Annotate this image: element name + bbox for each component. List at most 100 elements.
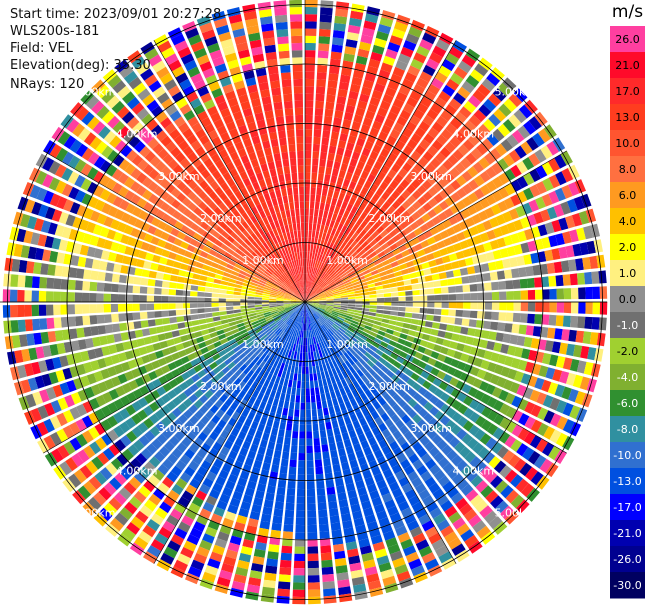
gate-cell	[294, 291, 300, 298]
gate-cell	[309, 291, 316, 297]
gate-cell	[172, 210, 182, 220]
gate-cell	[461, 383, 472, 394]
gate-cell	[357, 177, 366, 186]
gate-cell	[327, 189, 334, 198]
gate-cell	[483, 350, 493, 361]
gate-cell	[154, 173, 165, 185]
gate-cell	[278, 203, 285, 212]
gate-cell	[308, 315, 311, 324]
gate-cell	[499, 465, 512, 479]
gate-cell	[483, 451, 496, 464]
gate-cell	[309, 366, 313, 374]
gate-cell	[324, 257, 330, 265]
gate-cell	[379, 326, 388, 333]
gate-cell	[330, 313, 338, 318]
gate-cell	[61, 266, 71, 278]
gate-cell	[542, 394, 554, 408]
gate-cell	[305, 287, 308, 295]
gate-cell	[472, 337, 481, 347]
gate-cell	[253, 273, 262, 280]
gate-cell	[223, 439, 234, 450]
gate-cell	[157, 220, 168, 231]
gate-cell	[377, 23, 392, 35]
gate-cell	[40, 220, 51, 234]
gate-cell	[298, 302, 305, 304]
gate-cell	[111, 283, 119, 293]
gate-cell	[470, 69, 484, 82]
gate-cell	[224, 511, 237, 521]
gate-cell	[518, 104, 533, 119]
gate-cell	[176, 231, 186, 240]
gate-cell	[212, 366, 222, 375]
gate-cell	[254, 304, 263, 308]
gate-cell	[230, 184, 240, 194]
gate-cell	[492, 249, 502, 260]
gate-cell	[169, 275, 178, 282]
gate-cell	[371, 364, 380, 373]
gate-cell	[205, 410, 215, 420]
gate-cell	[316, 320, 321, 327]
gate-cell	[160, 201, 171, 212]
gate-cell	[476, 369, 487, 380]
gate-cell	[342, 520, 353, 530]
gate-cell	[490, 352, 500, 363]
gate-cell	[252, 261, 260, 269]
gate-cell	[171, 352, 181, 361]
gate-cell	[549, 354, 559, 367]
gate-cell	[491, 291, 500, 300]
gate-cell	[518, 413, 530, 426]
gate-cell	[383, 141, 394, 152]
gate-cell	[75, 316, 84, 327]
gate-cell	[247, 299, 255, 302]
gate-cell	[480, 531, 496, 545]
gate-cell	[243, 393, 251, 402]
gate-cell	[363, 363, 372, 371]
gate-cell	[457, 144, 470, 156]
gate-cell	[175, 152, 186, 163]
gate-cell	[347, 291, 355, 295]
gate-cell	[333, 323, 340, 329]
gate-cell	[276, 167, 284, 176]
gate-cell	[348, 221, 356, 230]
gate-cell	[427, 145, 439, 157]
gate-cell	[241, 289, 249, 293]
gate-cell	[326, 258, 332, 266]
gate-cell	[267, 551, 279, 560]
gate-cell	[350, 10, 364, 20]
gate-cell	[349, 158, 358, 168]
gate-cell	[309, 201, 315, 209]
gate-cell	[209, 331, 218, 339]
gate-cell	[259, 416, 268, 426]
gate-cell	[430, 266, 439, 274]
gate-cell	[219, 311, 227, 316]
gate-cell	[221, 323, 230, 329]
gate-cell	[457, 403, 468, 415]
gate-cell	[449, 436, 461, 448]
gate-cell	[438, 427, 450, 438]
gate-cell	[215, 476, 226, 487]
gate-cell	[186, 134, 198, 145]
gate-cell	[282, 315, 289, 322]
gate-cell	[256, 149, 265, 159]
gate-cell	[138, 530, 153, 544]
gate-cell	[368, 368, 377, 377]
gate-cell	[193, 472, 205, 483]
gate-cell	[173, 116, 186, 128]
gate-cell	[506, 302, 514, 311]
gate-cell	[25, 393, 37, 408]
gate-cell	[252, 356, 260, 364]
gate-cell	[260, 263, 268, 271]
gate-cell	[369, 305, 377, 309]
gate-cell	[349, 261, 357, 268]
gate-cell	[114, 209, 125, 220]
gate-cell	[324, 265, 330, 273]
gate-cell	[475, 480, 489, 493]
gate-cell	[499, 291, 507, 300]
gate-cell	[361, 240, 369, 249]
gate-cell	[335, 103, 345, 112]
gate-cell	[228, 213, 237, 222]
gate-cell	[427, 127, 440, 139]
gate-cell	[532, 326, 542, 337]
gate-cell	[448, 511, 462, 524]
gate-cell	[318, 342, 324, 350]
